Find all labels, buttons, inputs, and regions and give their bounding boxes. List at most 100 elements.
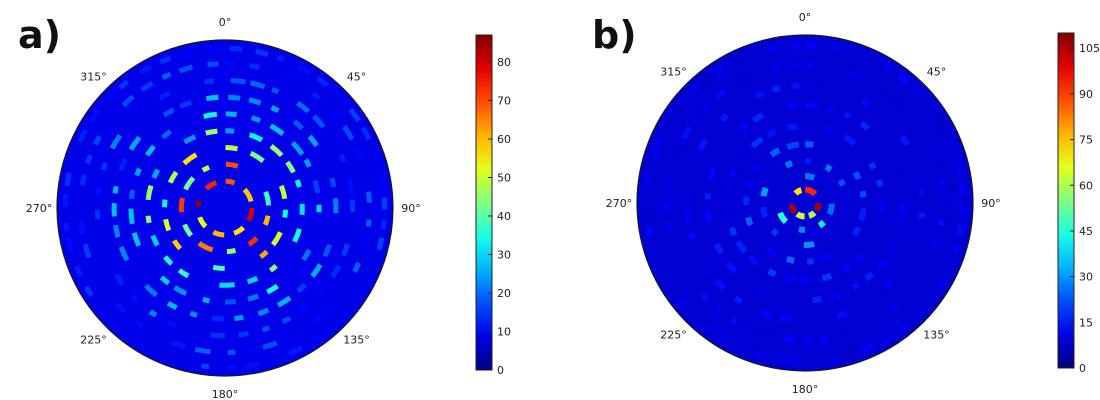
ring-segment xyxy=(244,361,260,369)
ring-segment xyxy=(166,301,178,311)
ring-segment xyxy=(268,264,278,273)
ring-segment xyxy=(341,243,350,257)
polar-disc xyxy=(56,39,394,377)
ring-segment xyxy=(785,256,795,264)
ring-segment xyxy=(808,357,820,364)
ring-segment xyxy=(735,239,748,254)
ring-segment xyxy=(824,163,833,173)
ring-segment xyxy=(959,205,966,218)
ring-segment xyxy=(250,115,262,124)
ring-segment xyxy=(813,202,822,212)
ring-segment xyxy=(212,264,225,271)
ring-segment xyxy=(266,284,279,295)
ring-segment xyxy=(290,140,305,156)
ring-segment xyxy=(360,126,372,141)
ring-segment xyxy=(205,128,218,136)
ring-segment xyxy=(197,216,208,229)
colorbar-tick-label: 15 xyxy=(1079,316,1093,329)
ring-segment xyxy=(716,332,729,344)
ring-segment xyxy=(702,264,714,277)
ring-segment xyxy=(739,150,749,161)
ring-segment xyxy=(78,219,86,236)
ring-segment xyxy=(162,107,175,118)
ring-segment xyxy=(297,304,309,314)
ring-segment xyxy=(88,108,101,123)
ring-segment xyxy=(728,226,738,237)
ring-segment xyxy=(864,271,875,282)
ring-segment xyxy=(733,100,746,111)
ring-segment xyxy=(882,63,891,72)
ring-segment xyxy=(751,112,765,124)
ring-segment xyxy=(733,295,744,305)
ring-segment xyxy=(178,64,193,74)
ring-segment xyxy=(354,148,364,160)
ring-segment xyxy=(178,197,185,213)
ring-segment xyxy=(828,64,842,73)
ring-segment xyxy=(784,160,793,169)
ring-segment xyxy=(897,320,911,332)
ring-segment xyxy=(844,89,853,98)
angle-label: 180° xyxy=(792,383,819,396)
ring-segment xyxy=(753,89,766,100)
ring-segment xyxy=(112,185,119,194)
ring-segment xyxy=(163,218,172,232)
ring-segment xyxy=(134,319,145,329)
ring-segment xyxy=(945,263,954,272)
ring-segment xyxy=(909,84,922,96)
colorbar-tick-label: 45 xyxy=(1079,225,1093,238)
ring-segment xyxy=(158,90,171,101)
ring-segment xyxy=(162,199,168,208)
ring-segment xyxy=(836,310,848,320)
colorbar-tick-label: 105 xyxy=(1079,42,1100,55)
ring-segment xyxy=(173,285,188,296)
colorbar-tick-label: 20 xyxy=(497,287,511,300)
colorbar-tick-label: 40 xyxy=(497,210,511,223)
ring-segment xyxy=(311,91,322,101)
angle-label: 315° xyxy=(660,66,687,79)
ring-segment xyxy=(249,150,265,164)
ring-segment xyxy=(725,183,733,197)
angle-label: 270° xyxy=(606,197,633,210)
colorbar-tick-label: 60 xyxy=(1079,179,1093,192)
ring-segment xyxy=(795,211,805,220)
ring-segment xyxy=(677,297,687,308)
ring-segment xyxy=(680,125,693,140)
ring-segment xyxy=(261,325,271,333)
ring-segment xyxy=(189,310,198,318)
ring-segment xyxy=(225,178,236,186)
ring-segment xyxy=(715,88,727,100)
ring-segment xyxy=(859,121,870,131)
ring-segment xyxy=(171,340,186,350)
ring-segment xyxy=(848,69,862,80)
colorbar-tick-label: 30 xyxy=(1079,271,1093,284)
ring-segment xyxy=(249,80,266,89)
angle-label: 270° xyxy=(26,202,53,215)
ring-segment xyxy=(938,180,946,190)
ring-segment xyxy=(788,203,798,215)
ring-segment xyxy=(327,322,337,331)
ring-segment xyxy=(823,125,835,134)
ring-segment xyxy=(233,225,246,236)
ring-segment xyxy=(201,164,211,173)
ring-segment xyxy=(229,46,243,52)
ring-segment xyxy=(225,161,239,169)
ring-segment xyxy=(754,163,763,172)
ring-segment xyxy=(85,154,93,164)
ring-segment xyxy=(297,64,312,76)
ring-segment xyxy=(804,173,816,181)
ring-segment xyxy=(837,178,846,187)
ring-segment xyxy=(63,223,70,232)
ring-segment xyxy=(713,242,725,255)
ring-segment xyxy=(864,54,878,65)
ring-segment xyxy=(936,279,946,289)
ring-segment xyxy=(352,261,362,273)
ring-segment xyxy=(121,94,135,108)
ring-segment xyxy=(729,168,738,178)
ring-segment xyxy=(910,155,920,166)
ring-segment xyxy=(77,128,88,143)
ring-segment xyxy=(94,209,101,220)
colorbar-tick-label: 75 xyxy=(1079,134,1093,147)
ring-segment xyxy=(859,190,867,198)
ring-segment xyxy=(263,190,272,206)
